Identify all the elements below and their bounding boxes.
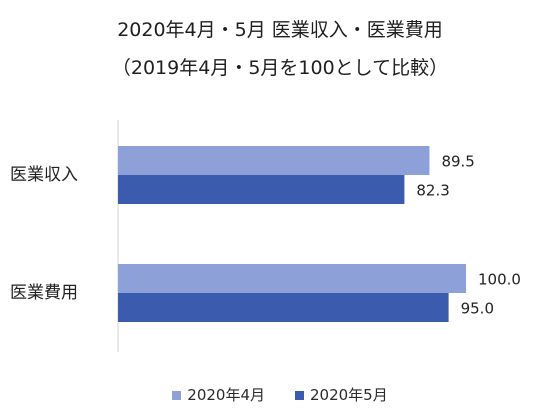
data-label: 95.0 xyxy=(461,300,494,318)
data-label: 82.3 xyxy=(416,182,449,200)
bar xyxy=(118,264,466,293)
legend-label-series-2: 2020年5月 xyxy=(310,386,388,404)
category-label: 医業費用 xyxy=(10,283,78,303)
chart-subtitle: （2019年4月・5月を100として比較） xyxy=(111,57,449,79)
legend-label-series-1: 2020年4月 xyxy=(187,386,265,404)
bar xyxy=(118,293,449,322)
data-label: 89.5 xyxy=(441,153,474,171)
category-label: 医業収入 xyxy=(10,165,78,185)
legend-item-series-2: 2020年5月 xyxy=(295,386,388,404)
legend: 2020年4月 2020年5月 xyxy=(0,386,560,404)
chart-title: 2020年4月・5月 医業収入・医業費用 xyxy=(117,19,443,41)
legend-swatch-series-1 xyxy=(172,390,182,400)
legend-item-series-1: 2020年4月 xyxy=(172,386,265,404)
legend-swatch-series-2 xyxy=(295,390,304,400)
bar xyxy=(118,146,430,175)
data-label: 100.0 xyxy=(478,271,521,289)
bar xyxy=(118,175,405,204)
